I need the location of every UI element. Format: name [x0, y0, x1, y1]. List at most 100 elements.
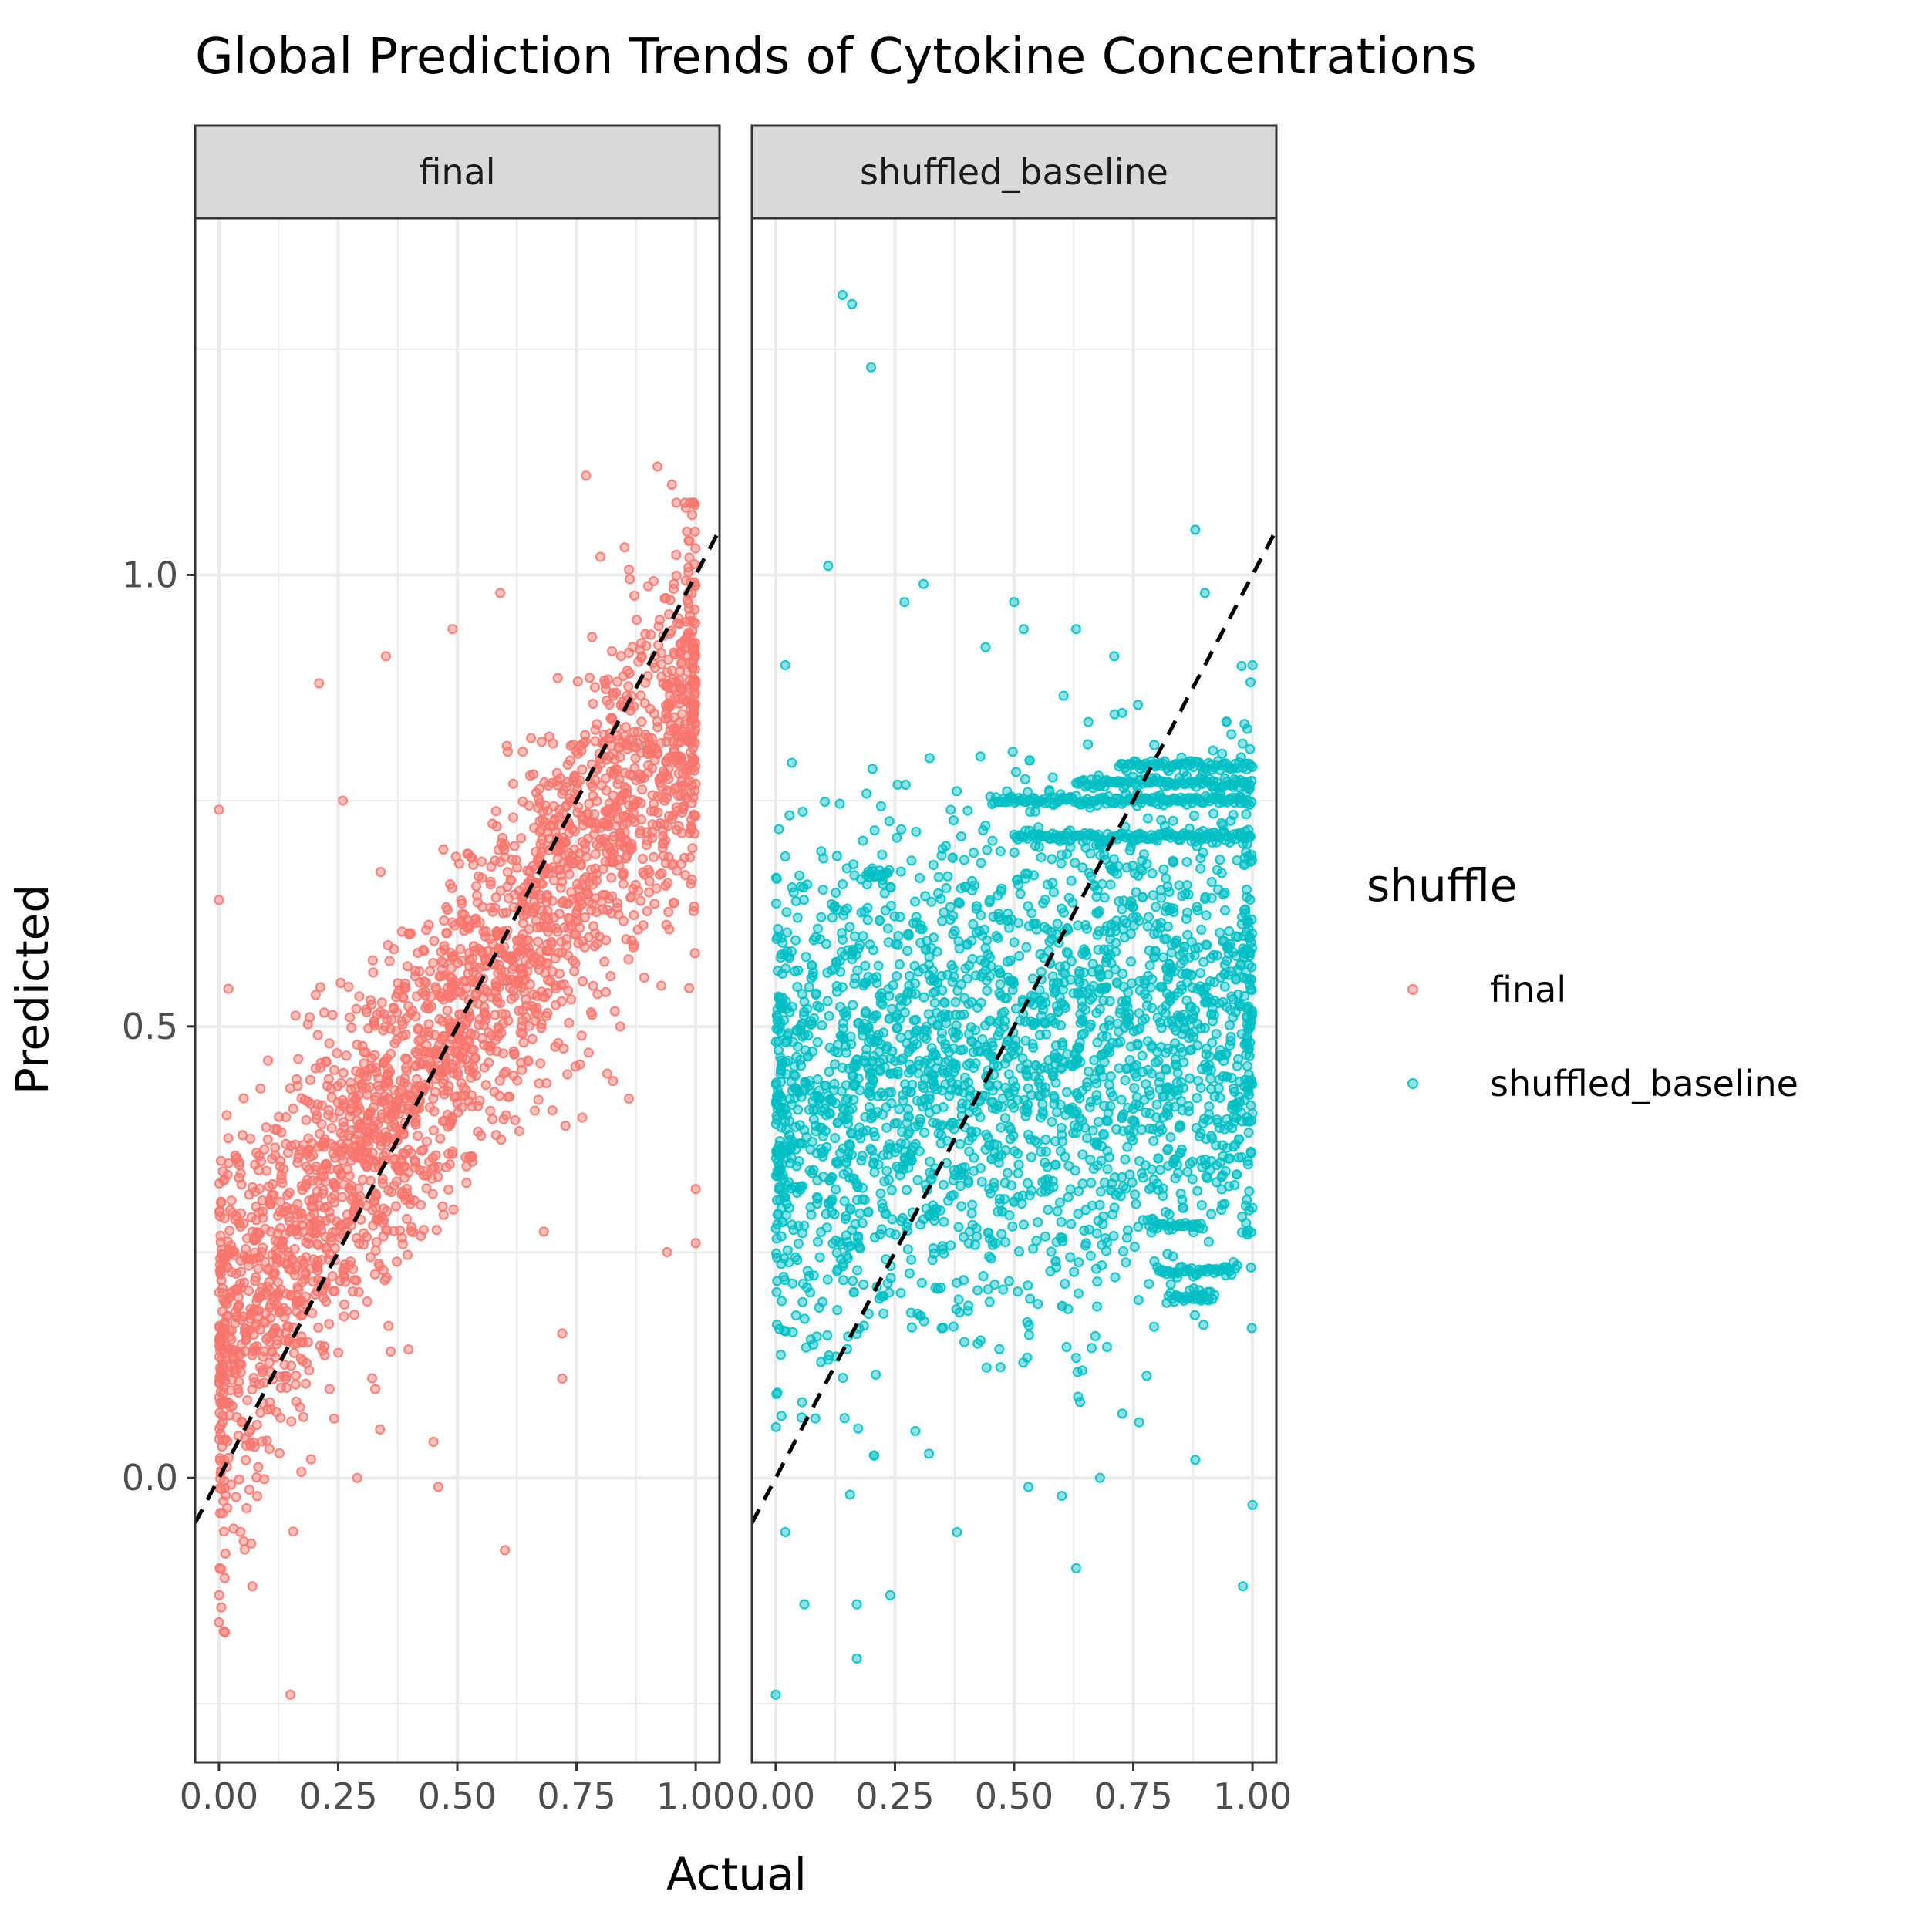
data-point	[792, 897, 801, 905]
data-point	[477, 1131, 485, 1140]
data-point	[1196, 969, 1205, 977]
data-point	[387, 1188, 396, 1196]
data-point	[345, 1013, 354, 1022]
data-point	[912, 1427, 920, 1435]
data-point	[976, 1164, 985, 1172]
data-point	[258, 1437, 267, 1445]
data-point	[773, 875, 781, 883]
data-point	[1051, 1019, 1060, 1027]
data-point	[858, 1219, 867, 1227]
data-point	[322, 1297, 330, 1306]
data-point	[377, 1114, 386, 1122]
data-point	[504, 1017, 512, 1025]
data-point	[290, 1349, 298, 1357]
data-point	[976, 1337, 985, 1345]
data-point	[1196, 865, 1205, 873]
data-point	[1053, 919, 1062, 928]
data-point	[1229, 1113, 1238, 1121]
data-point	[810, 1014, 818, 1023]
data-point	[773, 1288, 781, 1296]
data-point	[538, 848, 546, 857]
data-point	[444, 1185, 453, 1194]
data-point	[429, 959, 437, 967]
data-point	[1203, 941, 1212, 949]
data-point	[842, 1049, 851, 1057]
data-point	[241, 1545, 249, 1553]
data-point	[1212, 1178, 1221, 1186]
data-point	[884, 1279, 892, 1287]
data-point	[221, 1377, 230, 1385]
data-point	[416, 1035, 425, 1044]
data-point	[442, 929, 450, 937]
data-point	[1053, 1207, 1062, 1216]
data-point	[637, 748, 645, 757]
data-point	[602, 988, 610, 996]
data-point	[339, 1096, 347, 1104]
data-point	[566, 757, 575, 765]
data-point	[447, 1019, 455, 1027]
data-point	[467, 1046, 476, 1054]
data-point	[1205, 1111, 1213, 1119]
data-point	[945, 1091, 954, 1100]
data-point	[616, 1023, 625, 1031]
data-point	[235, 1158, 244, 1167]
data-point	[1067, 877, 1076, 885]
data-point	[793, 983, 801, 991]
data-point	[1037, 853, 1046, 861]
data-point	[562, 935, 571, 943]
data-point	[1094, 909, 1102, 918]
data-point	[1030, 1021, 1038, 1030]
data-point	[1098, 1033, 1107, 1041]
data-point	[875, 962, 883, 970]
data-point	[1180, 956, 1188, 964]
data-point	[508, 855, 517, 864]
x-tick-label: 0.50	[418, 1775, 497, 1817]
data-point	[903, 946, 912, 955]
data-point	[643, 907, 652, 915]
data-point	[1033, 1300, 1042, 1308]
data-point	[809, 972, 817, 980]
data-point	[1041, 1232, 1050, 1241]
data-point	[305, 1196, 313, 1205]
data-point	[1104, 1165, 1112, 1173]
data-point	[874, 1037, 882, 1045]
data-point	[838, 1240, 846, 1249]
data-point	[1114, 1020, 1122, 1028]
data-point	[588, 782, 597, 791]
data-point	[504, 1093, 512, 1101]
data-point	[915, 874, 924, 882]
data-point	[1142, 1371, 1151, 1380]
data-point	[620, 543, 629, 551]
data-point	[217, 1603, 226, 1612]
data-point	[437, 957, 446, 966]
data-point	[982, 1045, 990, 1054]
data-point	[467, 1152, 475, 1161]
data-point	[339, 1069, 348, 1077]
data-point	[972, 1224, 981, 1232]
data-point	[904, 1112, 912, 1121]
data-point	[1144, 814, 1152, 823]
data-point	[1121, 1258, 1130, 1266]
data-point	[1023, 1179, 1032, 1188]
data-point	[688, 875, 696, 884]
data-point	[825, 1067, 834, 1076]
data-point	[215, 1394, 224, 1402]
data-point	[433, 1172, 442, 1181]
data-point	[650, 807, 659, 815]
data-point	[452, 979, 460, 987]
data-point	[879, 1028, 888, 1037]
data-point	[544, 989, 552, 997]
data-point	[524, 1057, 532, 1065]
data-point	[608, 647, 616, 656]
data-point	[554, 1039, 562, 1047]
data-point	[1134, 700, 1142, 709]
data-point	[443, 1006, 452, 1015]
facet-strip-label: final	[419, 151, 495, 193]
data-point	[611, 803, 619, 811]
data-point	[420, 947, 429, 956]
data-point	[327, 1237, 335, 1246]
data-point	[416, 1058, 424, 1067]
data-point	[663, 878, 672, 887]
data-point	[1131, 1200, 1140, 1209]
